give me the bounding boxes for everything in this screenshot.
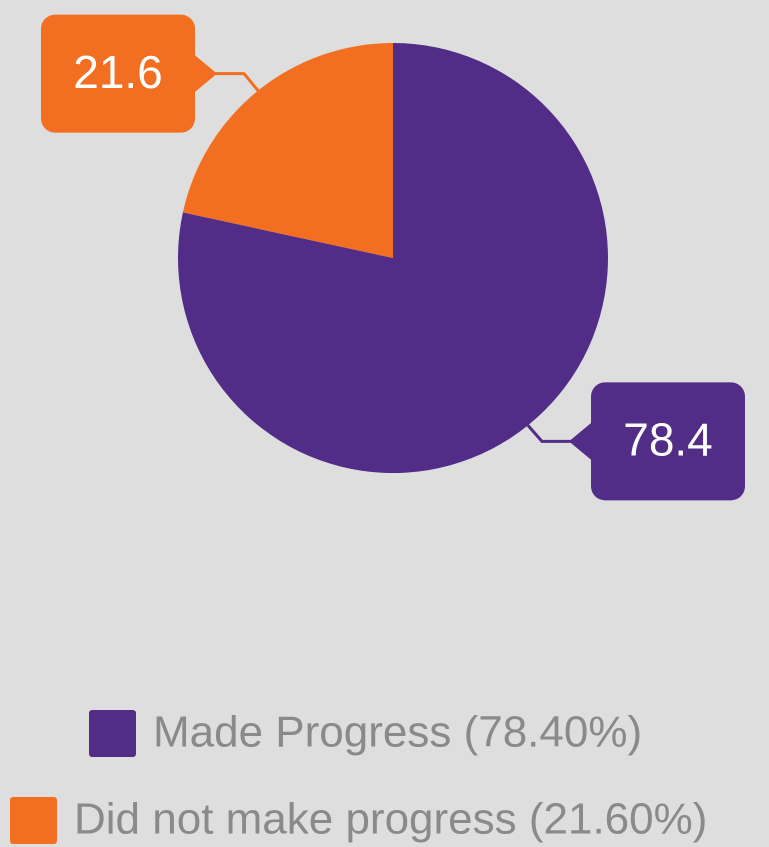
- legend-swatch: [89, 710, 136, 757]
- data-label: 78.4: [623, 414, 713, 466]
- legend-label: Did not make progress (21.60%): [74, 795, 707, 844]
- label-connector: [205, 72, 260, 92]
- data-label: 21.6: [73, 46, 163, 98]
- legend-swatch: [10, 797, 57, 844]
- data-label-box: [41, 14, 195, 133]
- label-connector: [526, 424, 581, 443]
- pie-slice: [182, 43, 393, 258]
- label-pointer: [193, 53, 217, 94]
- legend-label: Made Progress (78.40%): [153, 708, 642, 757]
- label-pointer: [569, 421, 593, 462]
- data-label-box: [591, 382, 745, 501]
